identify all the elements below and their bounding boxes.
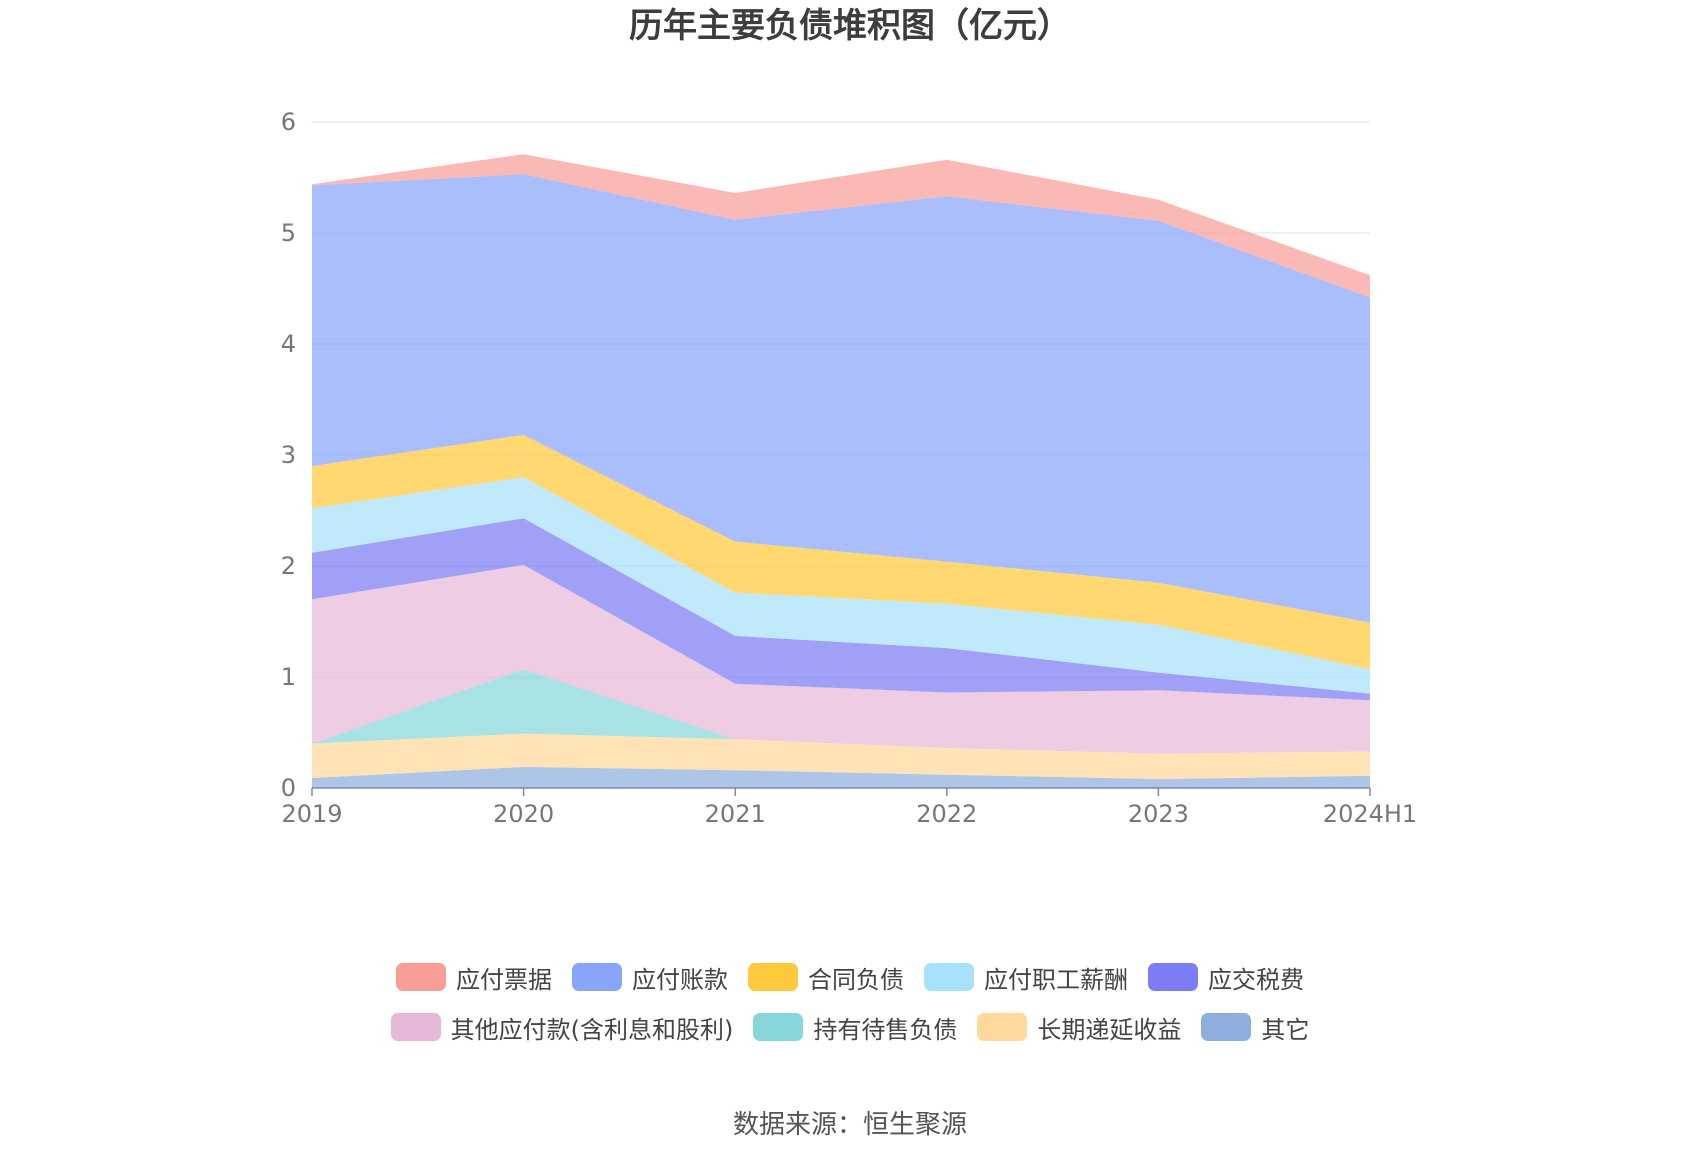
legend-item-contract-liabilities[interactable]: 合同负债 (748, 960, 904, 995)
series-area (312, 477, 1370, 694)
chart-title: 历年主要负债堆积图（亿元） (629, 6, 1071, 46)
series-area (312, 564, 1370, 754)
series-area (312, 174, 1370, 623)
x-tick-label: 2022 (916, 800, 977, 828)
legend-label: 其他应付款(含利息和股利) (450, 1015, 734, 1044)
legend-swatch (572, 963, 622, 991)
legend-label: 合同负债 (808, 965, 904, 994)
series-area (312, 669, 1370, 754)
x-tick-label: 2019 (281, 800, 342, 828)
legend: 应付票据 应付账款 合同负债 应付职工薪酬 应交税费 其他应付款(含利息和股利)… (0, 952, 1700, 1052)
legend-label: 应付票据 (456, 965, 552, 994)
x-tick-label: 2023 (1128, 800, 1189, 828)
legend-item-taxes-payable[interactable]: 应交税费 (1148, 960, 1304, 995)
x-tick-label: 2021 (705, 800, 766, 828)
y-tick-label: 3 (281, 441, 296, 469)
y-tick-label: 4 (281, 330, 296, 358)
series-area (312, 766, 1370, 788)
series-area (312, 154, 1370, 298)
legend-label: 应付职工薪酬 (984, 965, 1128, 994)
axes: 0 1 2 3 4 5 6 2019 2020 2021 2022 2023 2024H1 (281, 108, 1417, 828)
legend-item-others[interactable]: 其它 (1201, 1010, 1309, 1045)
legend-item-deferred-income[interactable]: 长期递延收益 (977, 1010, 1181, 1045)
y-tick-label: 0 (281, 774, 296, 802)
area-series-group (312, 154, 1370, 788)
series-area (312, 518, 1370, 701)
y-tick-label: 6 (281, 108, 296, 136)
stacked-area-chart: 0 1 2 3 4 5 6 2019 2020 2021 2022 2023 2024H1 (281, 108, 1417, 828)
legend-swatch (390, 1013, 441, 1041)
y-tick-label: 2 (281, 552, 296, 580)
legend-swatch (396, 963, 446, 991)
source-note: 数据来源：恒生聚源 (732, 1110, 967, 1140)
legend-item-notes-payable[interactable]: 应付票据 (396, 960, 552, 995)
legend-label: 其它 (1261, 1015, 1310, 1044)
legend-item-accounts-payable[interactable]: 应付账款 (572, 960, 728, 995)
legend-item-held-for-sale-liabilities[interactable]: 持有待售负债 (753, 1010, 957, 1045)
legend-item-other-payables[interactable]: 其他应付款(含利息和股利) (390, 1010, 734, 1045)
y-tick-label: 1 (281, 663, 296, 691)
series-area (312, 733, 1370, 780)
legend-label: 持有待售负债 (813, 1015, 958, 1044)
legend-label: 应交税费 (1208, 965, 1304, 994)
legend-swatch (1148, 963, 1198, 991)
legend-row-1: 应付票据 应付账款 合同负债 应付职工薪酬 应交税费 (0, 952, 1700, 1002)
x-tick-label: 2020 (493, 800, 554, 828)
legend-swatch (1201, 1013, 1252, 1041)
legend-swatch (924, 963, 974, 991)
legend-row-2: 其他应付款(含利息和股利) 持有待售负债 长期递延收益 其它 (0, 1002, 1700, 1052)
x-tick-label: 2024H1 (1323, 800, 1417, 828)
legend-item-payroll-payable[interactable]: 应付职工薪酬 (924, 960, 1128, 995)
legend-label: 长期递延收益 (1037, 1015, 1182, 1044)
y-tick-label: 5 (281, 219, 296, 247)
legend-swatch (977, 1013, 1028, 1041)
legend-swatch (753, 1013, 804, 1041)
legend-label: 应付账款 (632, 965, 728, 994)
series-area (312, 435, 1370, 670)
legend-swatch (748, 963, 798, 991)
